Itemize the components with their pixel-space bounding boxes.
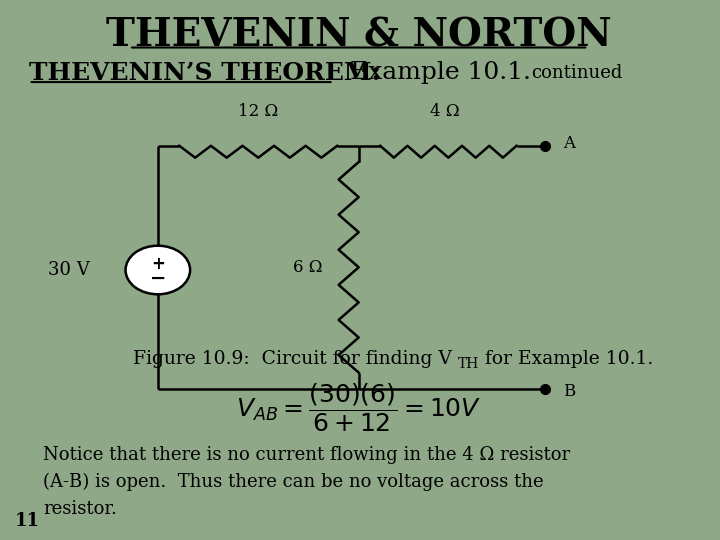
Text: $V_{AB} = \dfrac{(30)(6)}{6+12} = 10V$: $V_{AB} = \dfrac{(30)(6)}{6+12} = 10V$: [236, 381, 482, 434]
Text: +: +: [151, 254, 165, 273]
Text: continued: continued: [531, 64, 622, 82]
Circle shape: [125, 246, 190, 294]
Text: THEVENIN’S THEOREM:: THEVENIN’S THEOREM:: [29, 61, 380, 85]
Text: B: B: [563, 383, 575, 400]
Text: 4 Ω: 4 Ω: [430, 103, 459, 120]
Text: Figure 10.9:  Circuit for finding V: Figure 10.9: Circuit for finding V: [132, 350, 451, 368]
Text: TH: TH: [458, 357, 479, 371]
Text: THEVENIN & NORTON: THEVENIN & NORTON: [106, 16, 611, 54]
Text: Notice that there is no current flowing in the 4 Ω resistor: Notice that there is no current flowing …: [43, 446, 570, 464]
Text: A: A: [563, 134, 575, 152]
Text: 6 Ω: 6 Ω: [293, 259, 323, 276]
Text: Example 10.1.: Example 10.1.: [333, 62, 539, 84]
Text: for Example 10.1.: for Example 10.1.: [480, 350, 654, 368]
Text: (A-B) is open.  Thus there can be no voltage across the: (A-B) is open. Thus there can be no volt…: [43, 472, 544, 491]
Text: −: −: [150, 268, 166, 288]
Text: 11: 11: [14, 512, 40, 530]
Text: resistor.: resistor.: [43, 500, 117, 518]
Text: 12 Ω: 12 Ω: [238, 103, 279, 120]
Text: 30 V: 30 V: [48, 261, 90, 279]
